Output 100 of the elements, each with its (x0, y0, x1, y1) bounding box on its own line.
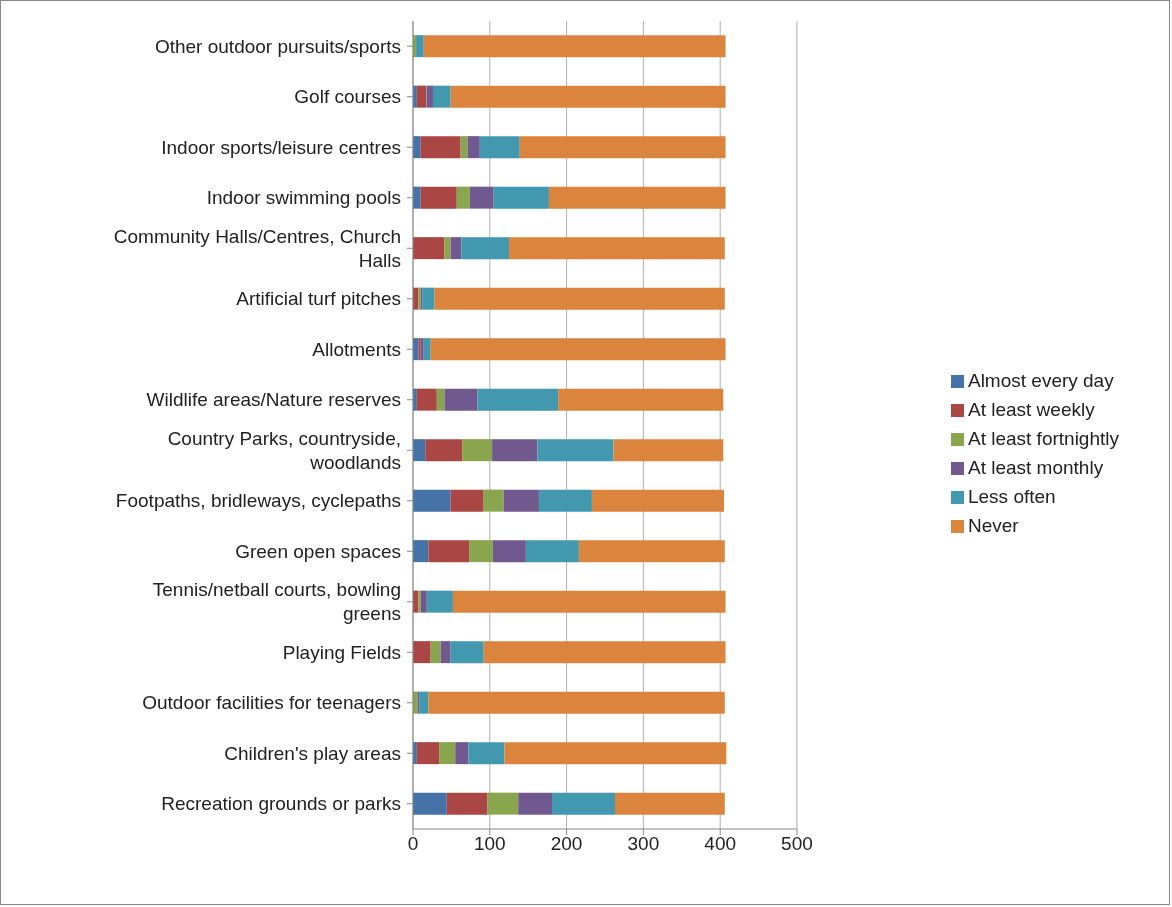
y-tick-label: Indoor sports/leisure centres (161, 136, 401, 158)
bar (460, 136, 468, 159)
bar (440, 641, 451, 664)
bar (468, 742, 505, 765)
bar (419, 691, 429, 714)
bar (434, 287, 725, 310)
bar (450, 237, 462, 260)
bar (519, 136, 726, 159)
bar (425, 439, 463, 462)
bar (492, 439, 538, 462)
bar (487, 792, 519, 815)
bar (503, 489, 539, 512)
bar (479, 136, 520, 159)
y-tick-label: Wildlife areas/Nature reserves (146, 389, 401, 411)
bar (461, 237, 509, 260)
bar (422, 287, 435, 310)
bar (444, 388, 478, 411)
x-tick-label: 200 (550, 833, 583, 855)
bar (538, 489, 592, 512)
bar (426, 85, 433, 108)
bar (416, 742, 440, 765)
bar (428, 540, 470, 563)
bar (418, 590, 421, 613)
y-tick-label: Recreation grounds or parks (161, 793, 401, 815)
bar (450, 85, 726, 108)
x-tick-label: 0 (407, 833, 419, 855)
bar (413, 136, 421, 159)
bar (413, 186, 421, 209)
bar (504, 742, 727, 765)
bar (423, 338, 431, 361)
y-tick-label: Playing Fields (282, 641, 401, 663)
bar (428, 691, 725, 714)
bar (413, 439, 426, 462)
bar (430, 641, 441, 664)
bar (537, 439, 614, 462)
bar (413, 641, 431, 664)
bar (455, 742, 469, 765)
y-tick-label: Community Halls/Centres, Church Halls (113, 225, 401, 271)
bar (452, 590, 726, 613)
bar (413, 792, 447, 815)
legend-label: Never (967, 514, 1019, 536)
bar (492, 540, 526, 563)
y-tick-label: Country Parks, countryside, woodlands (167, 427, 401, 473)
bar (420, 186, 457, 209)
bar (413, 237, 445, 260)
y-tick-label: Artificial turf pitches (236, 288, 401, 310)
y-tick-label: Green open spaces (235, 540, 401, 562)
bar (420, 590, 427, 613)
bar (432, 85, 451, 108)
x-tick-label: 100 (473, 833, 506, 855)
y-tick-label: Other outdoor pursuits/sports (154, 35, 401, 57)
y-tick-label: Tennis/netball courts, bowling greens (152, 579, 401, 625)
bar (552, 792, 615, 815)
bar (493, 186, 549, 209)
legend-label: At least weekly (967, 398, 1095, 420)
bar (483, 641, 726, 664)
bar (525, 540, 579, 563)
bar (477, 388, 559, 411)
bar (439, 742, 456, 765)
bar (413, 540, 429, 563)
bar (467, 136, 480, 159)
y-tick-label: Children's play areas (224, 742, 401, 764)
bar (416, 85, 427, 108)
x-tick-label: 500 (781, 833, 813, 855)
bar (446, 792, 488, 815)
bar (416, 388, 437, 411)
legend-label: Almost every day (967, 369, 1114, 391)
y-tick-label: Allotments (312, 338, 401, 360)
bar (613, 439, 724, 462)
bar (426, 590, 453, 613)
bar (548, 186, 726, 209)
y-tick-label: Indoor swimming pools (206, 187, 401, 209)
bar (423, 35, 726, 58)
bar (450, 489, 484, 512)
bar (469, 540, 493, 563)
bar (416, 35, 424, 58)
y-tick-label: Golf courses (294, 86, 401, 108)
bar (469, 186, 494, 209)
bar (462, 439, 493, 462)
legend-label: At least fortnightly (967, 427, 1119, 449)
bar (578, 540, 725, 563)
bar (558, 388, 724, 411)
bar (456, 186, 470, 209)
bar (614, 792, 725, 815)
y-tick-label: Footpaths, bridleways, cyclepaths (115, 490, 401, 512)
bar (444, 237, 451, 260)
bar (518, 792, 552, 815)
bar (436, 388, 445, 411)
y-tick-label: Outdoor facilities for teenagers (142, 692, 401, 714)
bar (591, 489, 725, 512)
bar (420, 136, 461, 159)
bar (483, 489, 504, 512)
legend-label: Less often (967, 485, 1056, 507)
bar (450, 641, 484, 664)
bar (430, 338, 726, 361)
bar (508, 237, 725, 260)
x-tick-label: 300 (627, 833, 660, 855)
x-tick-label: 400 (704, 833, 737, 855)
legend-label: At least monthly (967, 456, 1104, 478)
bar (413, 489, 451, 512)
